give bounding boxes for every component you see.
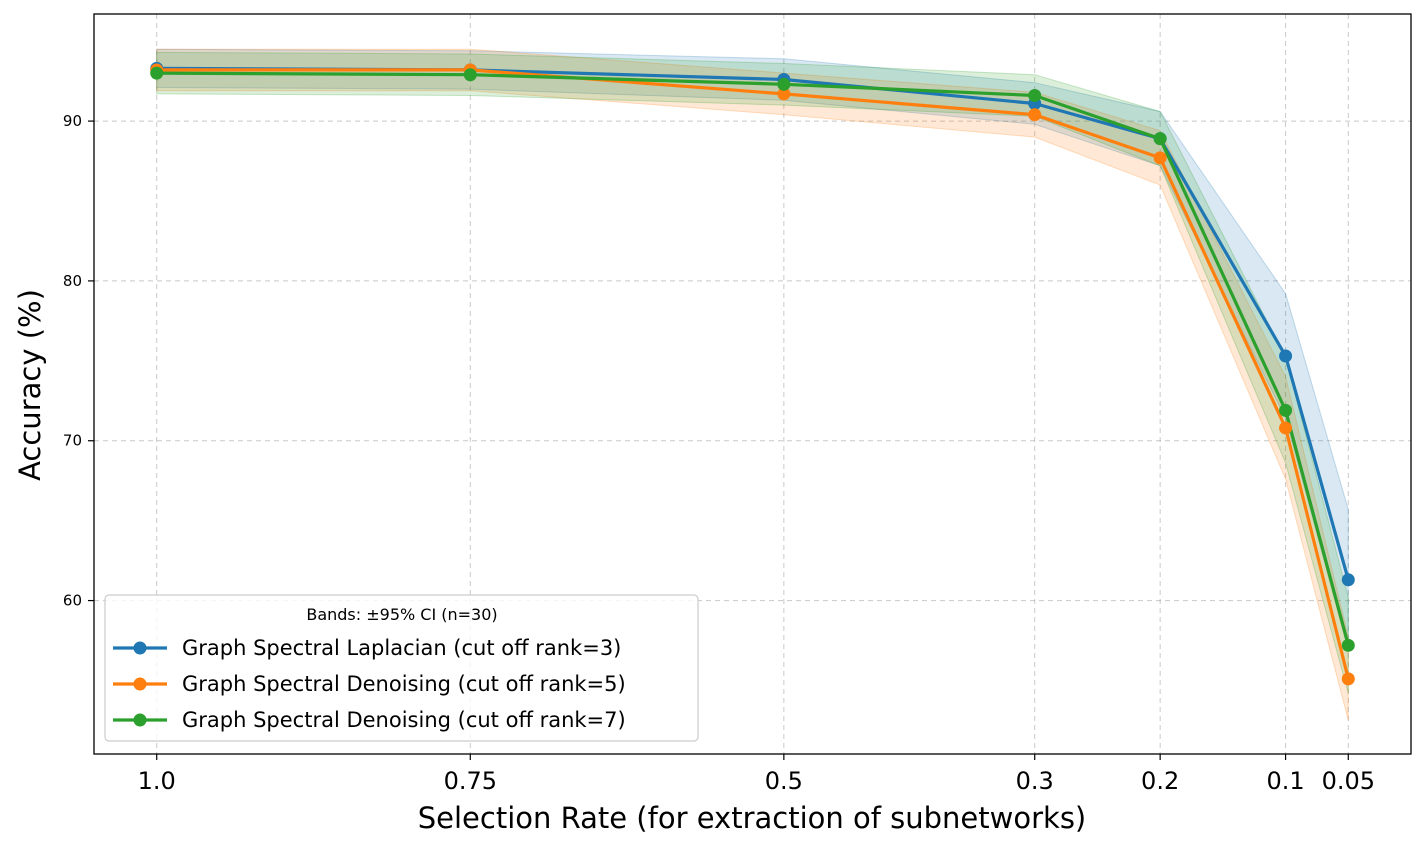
legend-title: Bands: ±95% CI (n=30) xyxy=(306,605,497,624)
ci-band-3 xyxy=(156,51,1349,694)
x-tick-label: 1.0 xyxy=(138,767,176,795)
legend: Bands: ±95% CI (n=30) Graph Spectral Lap… xyxy=(104,594,699,742)
y-tick-label: 90 xyxy=(63,112,82,130)
data-point xyxy=(1341,672,1355,686)
legend-label: Graph Spectral Denoising (cut off rank=7… xyxy=(182,708,626,732)
x-axis-title: Selection Rate (for extraction of subnet… xyxy=(418,801,1087,835)
data-point xyxy=(150,66,164,80)
x-axis-ticks: 1.0 0.75 0.5 0.3 0.2 0.1 0.05 xyxy=(138,754,1375,795)
data-point xyxy=(777,77,791,91)
data-point xyxy=(777,87,791,101)
legend-label: Graph Spectral Laplacian (cut off rank=3… xyxy=(182,636,621,660)
grid-lines xyxy=(94,14,1411,754)
y-tick-label: 60 xyxy=(63,592,82,610)
data-point xyxy=(1153,151,1167,165)
data-point xyxy=(1028,108,1042,122)
legend-box xyxy=(104,594,699,742)
data-point xyxy=(1279,421,1293,435)
data-point xyxy=(1153,132,1167,146)
legend-marker xyxy=(133,641,147,655)
data-point xyxy=(463,68,477,82)
x-tick-label: 0.5 xyxy=(765,767,803,795)
x-tick-label: 0.05 xyxy=(1322,767,1375,795)
data-point xyxy=(1341,573,1355,587)
y-axis-title: Accuracy (%) xyxy=(13,289,47,481)
series-points xyxy=(150,61,1355,686)
x-tick-label: 0.2 xyxy=(1141,767,1179,795)
data-point xyxy=(1341,638,1355,652)
legend-label: Graph Spectral Denoising (cut off rank=5… xyxy=(182,672,626,696)
ci-band-2 xyxy=(156,48,1349,721)
data-point xyxy=(1279,349,1293,363)
data-point xyxy=(1279,403,1293,417)
data-point xyxy=(1028,89,1042,103)
plot-frame xyxy=(93,13,1412,755)
x-tick-label: 0.75 xyxy=(444,767,497,795)
x-tick-label: 0.1 xyxy=(1266,767,1304,795)
legend-marker xyxy=(133,677,147,691)
y-tick-label: 80 xyxy=(63,272,82,290)
legend-marker xyxy=(133,713,147,727)
y-tick-label: 70 xyxy=(63,432,82,450)
y-axis-ticks: 60 70 80 90 xyxy=(63,112,94,610)
x-tick-label: 0.3 xyxy=(1016,767,1054,795)
legend-entries: Graph Spectral Laplacian (cut off rank=3… xyxy=(113,636,626,732)
